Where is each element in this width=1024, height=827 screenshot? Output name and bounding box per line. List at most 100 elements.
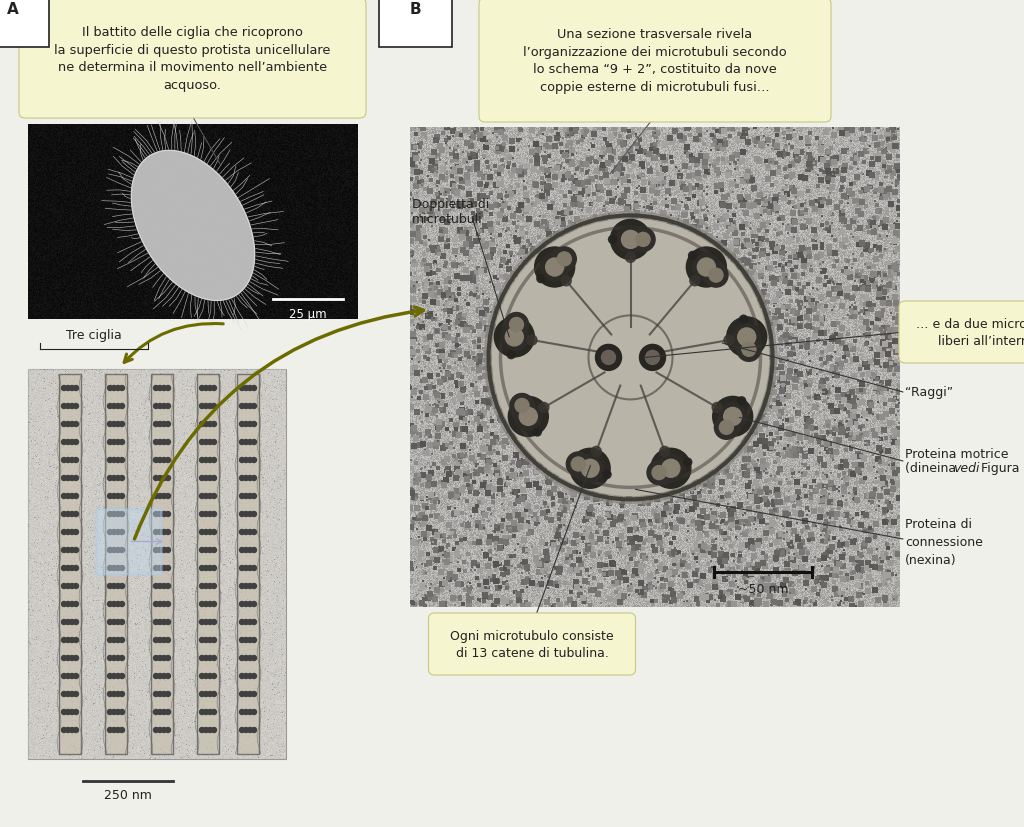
Text: Figura 5.18): Figura 5.18) <box>977 461 1024 475</box>
Circle shape <box>108 566 113 571</box>
Circle shape <box>66 656 71 661</box>
Circle shape <box>120 404 125 409</box>
Circle shape <box>108 602 113 607</box>
Circle shape <box>120 476 125 481</box>
Circle shape <box>166 547 171 552</box>
Circle shape <box>252 728 256 733</box>
FancyBboxPatch shape <box>105 375 127 754</box>
Circle shape <box>244 710 249 715</box>
FancyBboxPatch shape <box>197 375 219 754</box>
Circle shape <box>212 584 216 589</box>
Circle shape <box>166 566 171 571</box>
Circle shape <box>244 656 249 661</box>
Circle shape <box>166 404 171 409</box>
Circle shape <box>112 512 117 517</box>
Circle shape <box>120 710 125 715</box>
Circle shape <box>626 253 636 263</box>
Circle shape <box>208 566 213 571</box>
Circle shape <box>61 547 67 552</box>
Circle shape <box>248 619 253 624</box>
Circle shape <box>158 547 163 552</box>
Circle shape <box>70 638 75 643</box>
Circle shape <box>212 512 216 517</box>
Circle shape <box>697 259 716 277</box>
Circle shape <box>120 386 125 391</box>
Circle shape <box>200 566 205 571</box>
Circle shape <box>112 728 117 733</box>
Circle shape <box>61 512 67 517</box>
Circle shape <box>166 512 171 517</box>
Circle shape <box>537 275 545 283</box>
Circle shape <box>541 254 568 282</box>
Circle shape <box>662 460 680 478</box>
Circle shape <box>158 422 163 427</box>
Circle shape <box>546 259 563 277</box>
Circle shape <box>608 237 616 244</box>
Circle shape <box>162 440 167 445</box>
Circle shape <box>66 584 71 589</box>
Circle shape <box>240 458 245 463</box>
Circle shape <box>116 476 121 481</box>
Circle shape <box>162 674 167 679</box>
Circle shape <box>162 386 167 391</box>
Circle shape <box>742 343 756 357</box>
Circle shape <box>603 471 611 479</box>
Circle shape <box>212 619 216 624</box>
Circle shape <box>116 602 121 607</box>
Circle shape <box>70 458 75 463</box>
Circle shape <box>66 530 71 535</box>
Circle shape <box>108 494 113 499</box>
Circle shape <box>70 530 75 535</box>
Circle shape <box>552 247 577 271</box>
Circle shape <box>200 494 205 499</box>
Circle shape <box>112 547 117 552</box>
Circle shape <box>252 638 256 643</box>
Circle shape <box>116 512 121 517</box>
Circle shape <box>154 530 159 535</box>
Circle shape <box>204 386 209 391</box>
Circle shape <box>108 404 113 409</box>
Circle shape <box>70 584 75 589</box>
Circle shape <box>204 619 209 624</box>
FancyBboxPatch shape <box>237 375 259 754</box>
Circle shape <box>737 328 756 347</box>
FancyBboxPatch shape <box>151 375 173 754</box>
Circle shape <box>108 691 113 696</box>
Circle shape <box>158 530 163 535</box>
Circle shape <box>108 440 113 445</box>
Circle shape <box>240 512 245 517</box>
Circle shape <box>204 547 209 552</box>
Circle shape <box>70 710 75 715</box>
Text: 250 nm: 250 nm <box>104 788 152 801</box>
Text: vedi: vedi <box>953 461 980 475</box>
Circle shape <box>158 638 163 643</box>
Circle shape <box>561 276 571 286</box>
Circle shape <box>527 336 537 346</box>
Circle shape <box>154 619 159 624</box>
Circle shape <box>240 440 245 445</box>
Circle shape <box>61 584 67 589</box>
Circle shape <box>208 512 213 517</box>
Circle shape <box>120 674 125 679</box>
Circle shape <box>208 656 213 661</box>
Circle shape <box>66 566 71 571</box>
Circle shape <box>248 530 253 535</box>
Text: “Raggi”: “Raggi” <box>905 386 953 399</box>
Circle shape <box>162 691 167 696</box>
Circle shape <box>116 404 121 409</box>
Circle shape <box>244 547 249 552</box>
Circle shape <box>74 656 79 661</box>
Circle shape <box>240 584 245 589</box>
Text: A: A <box>7 2 18 17</box>
Circle shape <box>240 476 245 481</box>
Circle shape <box>212 422 216 427</box>
Circle shape <box>252 619 256 624</box>
Circle shape <box>120 440 125 445</box>
Circle shape <box>212 566 216 571</box>
Circle shape <box>204 656 209 661</box>
Circle shape <box>162 476 167 481</box>
Circle shape <box>74 602 79 607</box>
Circle shape <box>208 404 213 409</box>
Circle shape <box>61 530 67 535</box>
Circle shape <box>510 318 523 332</box>
